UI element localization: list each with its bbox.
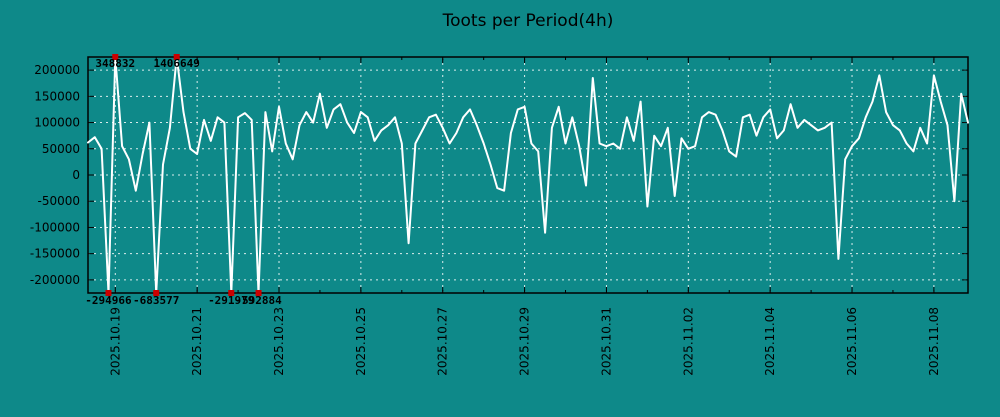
gridlines: [88, 57, 968, 293]
x-tick-label: 2025.10.27: [436, 307, 450, 376]
y-axis-labels: 200000 150000 100000 50000 0 -50000 -100000 -15…: [30, 63, 80, 287]
extreme-value-label: -291979: [208, 294, 254, 307]
extreme-value-label: -294966: [85, 294, 132, 307]
series-line: [87, 56, 969, 294]
extreme-value-label: -683577: [133, 294, 179, 307]
extreme-marker: [105, 290, 112, 296]
extreme-marker: [255, 290, 262, 296]
y-tick-label: -150000: [30, 247, 80, 261]
x-tick-label: 2025.10.29: [518, 307, 532, 376]
x-tick-label: 2025.10.31: [599, 307, 613, 376]
extreme-marker: [112, 54, 119, 60]
x-tick-label: 2025.11.02: [681, 307, 695, 376]
extreme-annotations: -294966 348832 -683577 1406649 -291979-59288…: [85, 54, 282, 307]
x-tick-label: 2025.10.19: [108, 307, 122, 376]
extreme-value-label: 348832: [95, 57, 135, 70]
y-tick-label: 50000: [42, 142, 80, 156]
y-tick-label: 200000: [34, 63, 80, 77]
chart-title: Toots per Period(4h): [442, 11, 614, 31]
y-tick-label: -100000: [30, 220, 80, 234]
x-tick-label: 2025.10.23: [272, 307, 286, 376]
extreme-marker: [153, 290, 160, 296]
x-tick-label: 2025.11.04: [763, 307, 777, 376]
x-tick-label: 2025.10.25: [354, 307, 368, 376]
y-tick-label: 150000: [34, 89, 80, 103]
extreme-value-label: -592884: [235, 294, 282, 307]
x-tick-label: 2025.11.06: [845, 307, 859, 376]
y-tick-label: 100000: [34, 116, 80, 130]
x-tick-label: 2025.11.08: [927, 307, 941, 376]
extreme-value-label: 1406649: [154, 57, 200, 70]
extreme-marker: [173, 54, 180, 60]
y-tick-label: 0: [72, 168, 80, 182]
x-tick-label: 2025.10.21: [190, 307, 204, 376]
y-tick-label: -50000: [37, 194, 80, 208]
y-tick-label: -200000: [30, 273, 80, 287]
plot-border: [87, 56, 969, 294]
x-axis-labels: 2025.10.19 2025.10.21 2025.10.23 2025.10.25…: [108, 307, 941, 376]
extreme-marker: [228, 290, 235, 296]
